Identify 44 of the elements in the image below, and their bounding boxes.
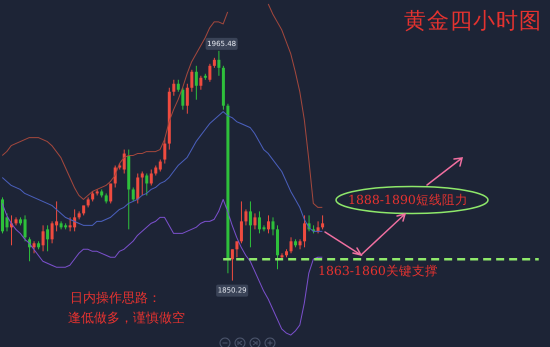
annotation: 逢低做多，谨慎做空	[68, 310, 185, 328]
candlestick	[109, 182, 112, 204]
candlestick	[86, 196, 90, 208]
candlestick	[303, 214, 306, 248]
candlestick	[208, 63, 212, 82]
candlestick	[199, 75, 202, 90]
candlestick	[181, 87, 184, 110]
candlestick	[140, 171, 144, 196]
candlestick	[253, 212, 256, 230]
candlestick	[50, 220, 54, 244]
annotation: 日内操作思路：	[70, 290, 161, 308]
candlestick	[244, 208, 248, 226]
candlestick	[46, 224, 50, 252]
candlestick	[150, 169, 153, 186]
candlestick	[217, 50, 220, 76]
candlestick	[298, 238, 302, 250]
candlestick	[186, 83, 189, 114]
candlestick	[122, 149, 126, 174]
candlestick	[132, 186, 135, 202]
candlestick	[212, 57, 216, 68]
candlestick	[32, 240, 36, 254]
candlestick	[42, 224, 45, 252]
candlestick	[91, 190, 94, 202]
candlestick	[163, 137, 166, 164]
candlestick	[240, 200, 243, 244]
candlestick	[321, 214, 324, 230]
candlestick	[230, 248, 234, 282]
candlestick	[68, 216, 72, 232]
candlestick	[136, 173, 140, 204]
text: 1888-1890短线阻力	[348, 191, 468, 209]
candlestick	[172, 79, 176, 96]
candlestick	[248, 200, 252, 248]
candlestick	[190, 69, 194, 92]
text: 黄金四小时图	[404, 8, 542, 36]
candlestick	[290, 236, 293, 254]
candlestick	[145, 173, 148, 196]
candlestick	[271, 216, 274, 236]
candlestick	[176, 79, 180, 92]
candlestick	[104, 192, 108, 204]
candlestick	[235, 240, 238, 258]
candlestick	[194, 65, 198, 100]
ref-line-label: 1863-1860关键支撑	[318, 263, 438, 280]
candlestick	[266, 214, 270, 234]
candlestick	[158, 159, 162, 172]
